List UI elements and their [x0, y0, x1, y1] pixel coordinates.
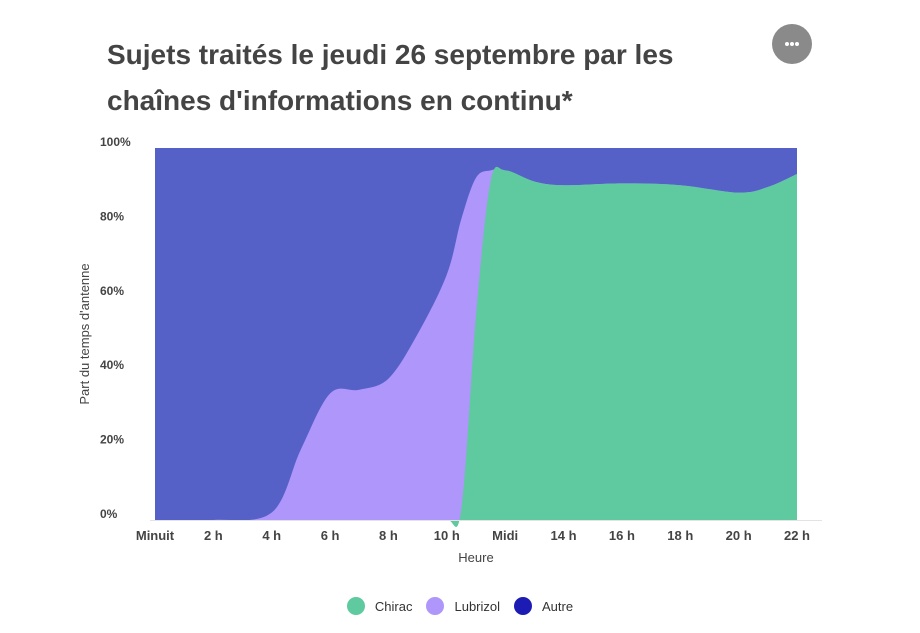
more-options-button[interactable] [772, 24, 812, 64]
x-tick-label: 18 h [667, 528, 693, 543]
legend-swatch [346, 597, 365, 615]
legend-label: Autre [542, 598, 574, 614]
chart-title: Sujets traités le jeudi 26 septembre par… [107, 39, 674, 116]
y-tick-label: 60% [100, 284, 124, 298]
x-tick-label: 8 h [379, 528, 398, 543]
x-tick-label: 20 h [726, 528, 752, 543]
x-tick-label: Minuit [136, 528, 175, 543]
legend-item-lubrizol[interactable]: Lubrizol [426, 597, 500, 615]
y-tick-label: 0% [100, 507, 118, 521]
area-chart: 0% 20% 40% 60% 80% 100% Minuit 2 h 4 h 6 h 8 h 10 h… [77, 135, 822, 565]
x-tick-label: 16 h [609, 528, 635, 543]
y-axis-title: Part du temps d'antenne [77, 263, 92, 404]
y-tick-label: 20% [100, 433, 124, 447]
x-tick-label: 2 h [204, 528, 223, 543]
legend-label: Lubrizol [454, 598, 501, 614]
x-tick-label: 14 h [551, 528, 577, 543]
x-axis-title: Heure [458, 550, 493, 565]
y-tick-label: 40% [100, 358, 124, 372]
x-tick-label: 22 h [784, 528, 810, 543]
chart-legend: Chirac Lubrizol Autre [0, 597, 920, 615]
x-tick-label: Midi [492, 528, 518, 543]
legend-label: Chirac [374, 598, 413, 614]
x-tick-label: 10 h [434, 528, 460, 543]
y-tick-label: 80% [100, 209, 124, 223]
y-tick-label: 100% [100, 135, 131, 149]
legend-swatch [514, 597, 533, 615]
area-series-chirac [155, 166, 797, 527]
legend-item-chirac[interactable]: Chirac [346, 597, 413, 615]
x-tick-label: 4 h [262, 528, 281, 543]
x-tick-label: 6 h [321, 528, 340, 543]
legend-item-autre[interactable]: Autre [514, 597, 573, 615]
legend-swatch [426, 597, 445, 615]
